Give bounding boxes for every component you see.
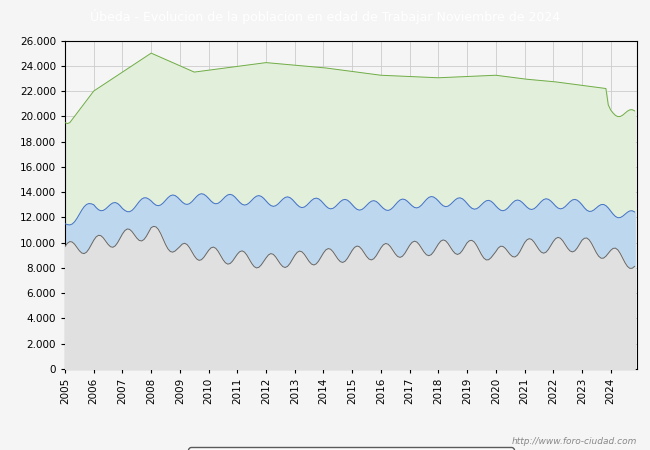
- Text: http://www.foro-ciudad.com: http://www.foro-ciudad.com: [512, 436, 637, 446]
- Text: Úbeda - Evolucion de la poblacion en edad de Trabajar Noviembre de 2024: Úbeda - Evolucion de la poblacion en eda…: [90, 9, 560, 24]
- Legend: Ocupados, Parados, Hab. entre 16-64: Ocupados, Parados, Hab. entre 16-64: [188, 447, 514, 450]
